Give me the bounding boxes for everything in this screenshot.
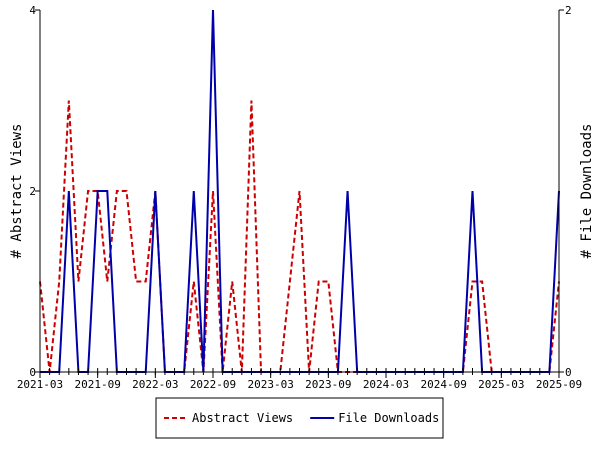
x-tick-label: 2024-03 [363, 378, 409, 391]
x-tick-label: 2022-03 [132, 378, 178, 391]
x-tick-label: 2025-09 [536, 378, 582, 391]
x-tick-label: 2023-09 [305, 378, 351, 391]
y-axis-title-left: # Abstract Views [9, 124, 25, 259]
legend-label: File Downloads [338, 411, 439, 425]
y-right-tick-label: 2 [565, 4, 572, 17]
legend-box [155, 397, 444, 439]
y-left-tick-label: 4 [29, 4, 36, 17]
y-left-tick-label: 0 [29, 366, 36, 379]
x-tick-label: 2021-03 [17, 378, 63, 391]
x-tick-label: 2024-09 [420, 378, 466, 391]
y-left-tick-label: 2 [29, 185, 36, 198]
x-tick-label: 2025-03 [478, 378, 524, 391]
x-tick-label: 2023-03 [247, 378, 293, 391]
series-line-abstract-views [39, 100, 560, 373]
x-tick-label: 2022-09 [190, 378, 236, 391]
x-tick-label: 2021-09 [74, 378, 120, 391]
legend-label: Abstract Views [192, 411, 293, 425]
y-axis-title-right: # File Downloads [579, 124, 595, 259]
y-right-tick-label: 0 [565, 366, 572, 379]
